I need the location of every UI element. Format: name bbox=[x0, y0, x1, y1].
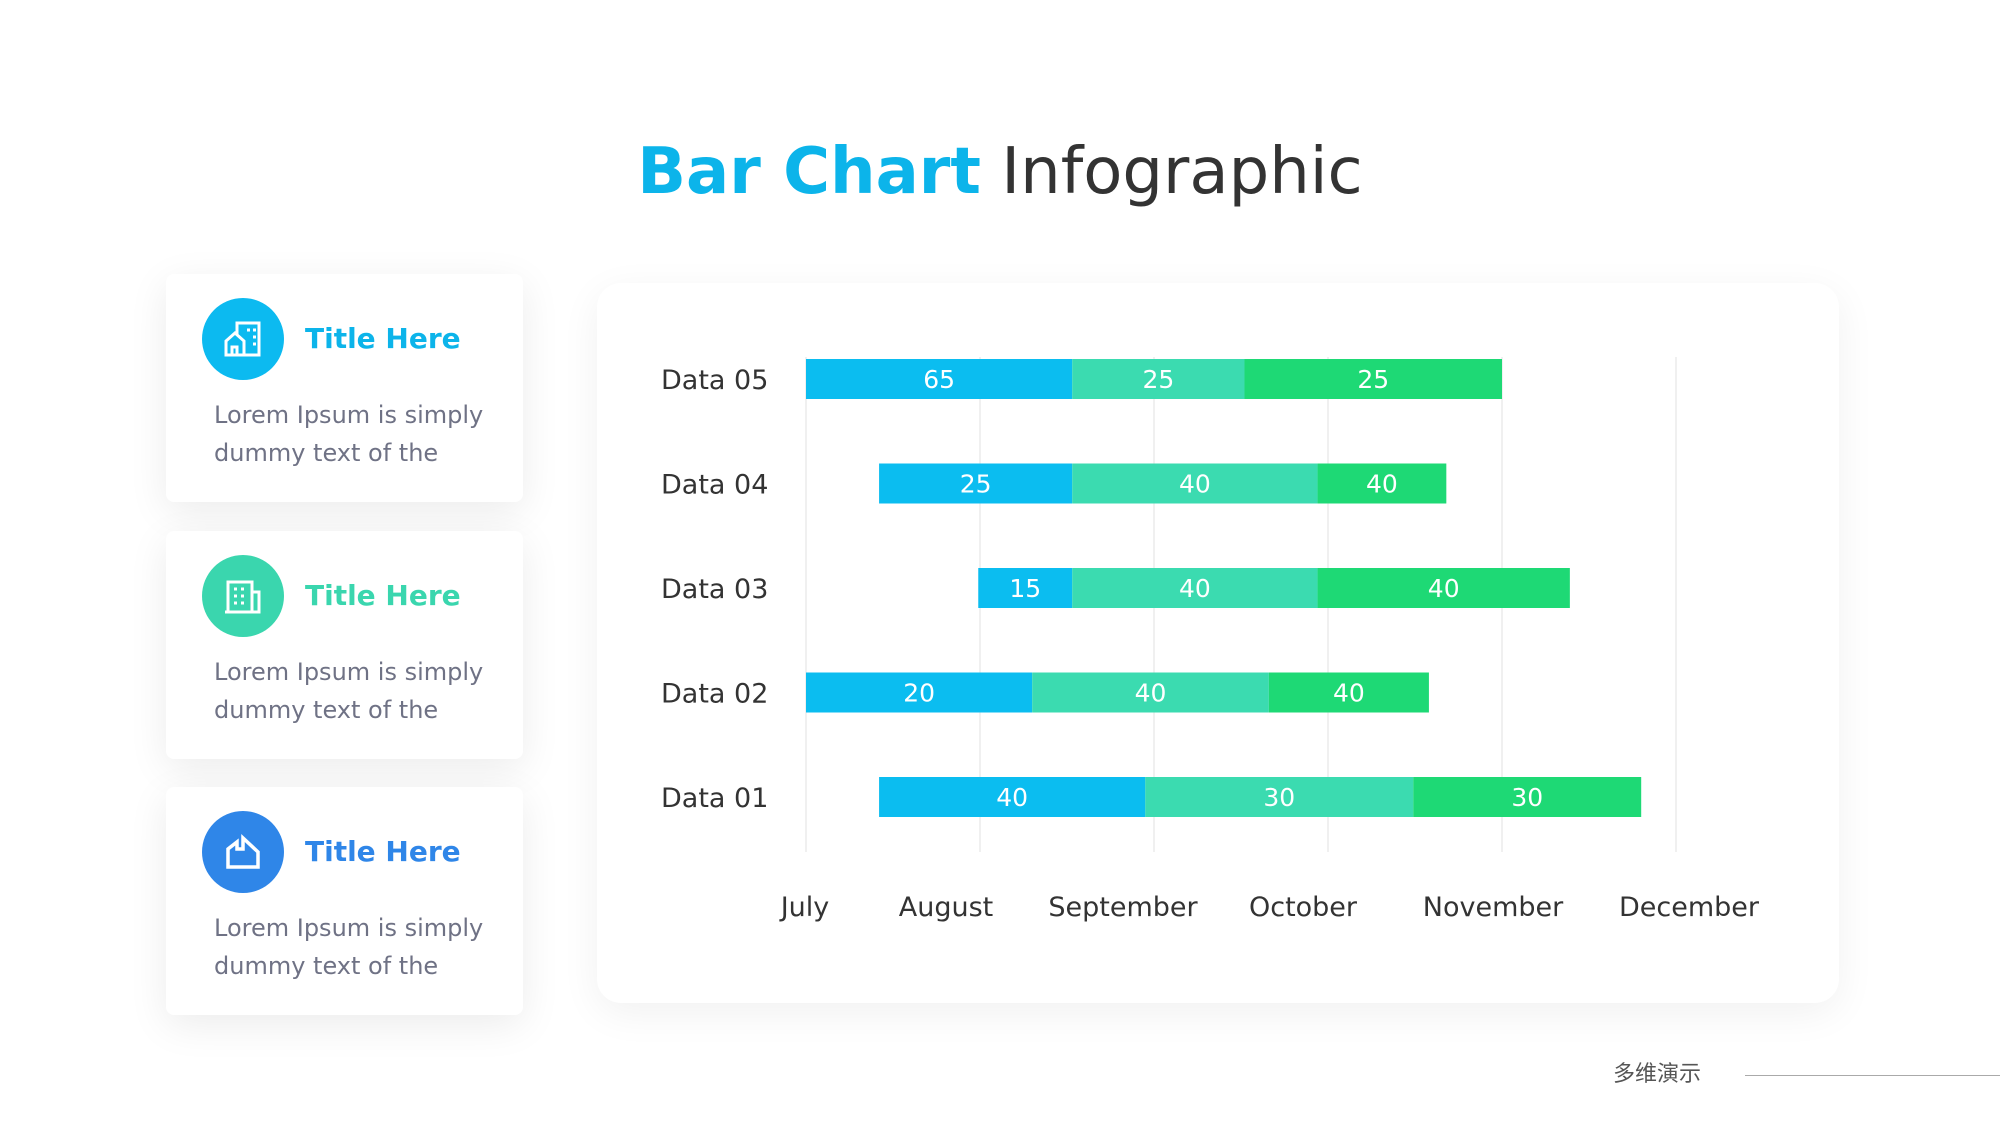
bar-value-label: 40 bbox=[1366, 470, 1398, 499]
info-card-3: Title Here Lorem Ipsum is simply dummy t… bbox=[166, 787, 523, 1015]
bar-segment bbox=[1072, 463, 1318, 504]
bar-segment bbox=[879, 777, 1146, 817]
footer-brand: 多维演示 bbox=[1613, 1062, 1702, 1087]
chart-panel: July August September October November Decemb… bbox=[597, 283, 1839, 1003]
bar-value-label: 40 bbox=[1333, 679, 1365, 708]
x-tick-label: August bbox=[899, 892, 994, 923]
bar-value-label: 15 bbox=[1009, 574, 1041, 603]
footer-divider bbox=[1745, 1075, 2000, 1076]
bar-value-label: 40 bbox=[1179, 574, 1211, 603]
bar-segment bbox=[1317, 568, 1570, 608]
bar-value-label: 40 bbox=[1135, 679, 1167, 708]
bar-segment bbox=[1032, 672, 1269, 713]
office-building-icon bbox=[202, 555, 284, 637]
bar-segment bbox=[879, 463, 1073, 504]
page-title: Bar Chart Infographic bbox=[0, 135, 2000, 209]
x-tick-label: November bbox=[1423, 892, 1564, 923]
bar-value-label: 30 bbox=[1263, 783, 1295, 812]
bar-segment bbox=[1317, 463, 1447, 504]
title-accent: Bar Chart bbox=[637, 135, 981, 209]
card-title: Title Here bbox=[305, 579, 461, 612]
bar-segment bbox=[1268, 672, 1429, 713]
bar-value-label: 25 bbox=[1142, 365, 1174, 394]
bar-segment bbox=[1072, 568, 1318, 608]
card-title: Title Here bbox=[305, 835, 461, 868]
card-text: Lorem Ipsum is simply dummy text of the bbox=[214, 658, 484, 724]
bar-value-label: 40 bbox=[1179, 470, 1211, 499]
bar-segment bbox=[1145, 777, 1414, 817]
bar-segment bbox=[1244, 359, 1502, 399]
bar-value-label: 65 bbox=[923, 365, 955, 394]
bar-value-label: 40 bbox=[996, 783, 1028, 812]
category-label: Data 02 bbox=[661, 679, 768, 710]
bar-segment bbox=[806, 359, 1073, 399]
card-title: Title Here bbox=[305, 322, 461, 355]
category-label: Data 01 bbox=[661, 783, 768, 814]
bar-value-label: 25 bbox=[960, 470, 992, 499]
category-label: Data 03 bbox=[661, 574, 768, 605]
x-tick-label: December bbox=[1619, 892, 1760, 923]
factory-icon bbox=[202, 811, 284, 893]
bar-value-label: 30 bbox=[1511, 783, 1543, 812]
bar-chart: July August September October November Decemb… bbox=[661, 357, 1760, 923]
category-label: Data 04 bbox=[661, 470, 768, 501]
title-rest: Infographic bbox=[1001, 135, 1363, 209]
x-tick-label: October bbox=[1249, 892, 1358, 923]
x-tick-label: July bbox=[779, 892, 830, 923]
card-text: Lorem Ipsum is simply dummy text of the bbox=[214, 401, 484, 467]
bar-value-label: 25 bbox=[1357, 365, 1389, 394]
building-house-icon bbox=[202, 298, 284, 380]
card-text: Lorem Ipsum is simply dummy text of the bbox=[214, 914, 484, 980]
bar-segment bbox=[1413, 777, 1642, 817]
x-tick-label: September bbox=[1048, 892, 1198, 923]
info-card-2: Title Here Lorem Ipsum is simply dummy t… bbox=[166, 531, 523, 759]
bar-value-label: 20 bbox=[903, 679, 935, 708]
bar-segment bbox=[806, 672, 1033, 713]
bar-segment bbox=[1072, 359, 1245, 399]
bar-value-label: 40 bbox=[1428, 574, 1460, 603]
bar-segment bbox=[978, 568, 1073, 608]
info-card-1: Title Here Lorem Ipsum is simply dummy t… bbox=[166, 274, 523, 502]
category-label: Data 05 bbox=[661, 365, 768, 396]
